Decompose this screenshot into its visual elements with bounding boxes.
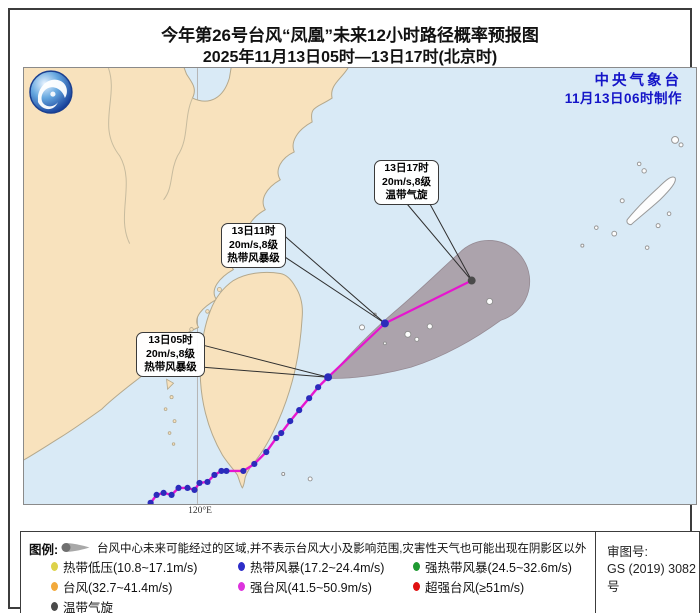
severe-tropical-storm-dot-icon [413,562,420,571]
legend-item-label: 超强台风(≥51m/s) [425,581,525,595]
cma-logo-icon [29,70,73,114]
legend-cone-note: 台风中心未来可能经过的区域,并不表示台风大小及影响范围,灾害性天气也可能出现在阴… [97,543,587,555]
page-subtitle: 2025年11月13日05时—13日17时(北京时) [202,49,498,66]
callout-13d17h: 13日17时 20m/s,8级 温带气旋 [374,160,439,205]
legend-item-super-typhoon: 超强台风(≥51m/s) [413,577,524,596]
historical-track [147,373,333,504]
callout-time: 13日17时 [384,162,429,175]
province-boundary [163,97,193,201]
legend-item-label: 强台风(41.5~50.9m/s) [250,581,372,595]
callout-wind: 20m/s,8级 [145,347,196,360]
callout-category: 温带气旋 [385,189,428,202]
outer-frame: 今年第26号台风“凤凰”未来12小时路径概率预报图 2025年11月13日05时… [8,8,700,613]
typhoon-dot-icon [51,582,58,591]
taiwan-island [199,271,303,489]
typhoon-map [24,68,696,504]
legend-panel: 图例: 台风中心未来可能经过的区域,并不表示台风大小及影响范围,灾害性天气也可能… [20,531,700,613]
legend-label: 图例: [29,543,59,557]
legend-item-tropical-depression: 热带低压(10.8~17.1m/s) [51,557,197,576]
legend-item-tropical-storm: 热带风暴(17.2~24.4m/s) [238,557,384,576]
map-review-number: GS (2019) 3082号 [607,562,696,594]
callout-category: 热带风暴级 [227,252,280,265]
extratropical-cyclone-dot-icon [51,602,58,611]
map-panel: 中央气象台 11月13日06时制作 13日05时 20m/s,8级 热带风暴级 … [23,67,697,505]
callout-13d11h: 13日11时 20m/s,8级 热带风暴级 [221,223,286,268]
legend-item-label: 强热带风暴(24.5~32.6m/s) [425,561,572,575]
legend-item-extratropical-cyclone: 温带气旋 [51,597,113,613]
legend-item-severe-tropical-storm: 强热带风暴(24.5~32.6m/s) [413,557,572,576]
legend-item-typhoon: 台风(32.7~41.4m/s) [51,577,172,596]
legend-item-severe-typhoon: 强台风(41.5~50.9m/s) [238,577,372,596]
legend-item-label: 热带风暴(17.2~24.4m/s) [250,561,385,575]
callout-13d05h: 13日05时 20m/s,8级 热带风暴级 [136,332,205,377]
callout-category: 热带风暴级 [144,361,197,374]
legend-item-label: 台风(32.7~41.4m/s) [63,581,173,595]
meridian-label: 120°E [188,506,212,516]
legend-item-label: 热带低压(10.8~17.1m/s) [63,561,198,575]
legend-divider [595,532,596,613]
callout-time: 13日05时 [148,334,193,347]
province-boundary [107,68,131,244]
tropical-depression-dot-icon [51,562,58,571]
forecast-cone [327,240,531,379]
callout-wind: 20m/s,8级 [381,175,432,188]
tropical-storm-dot-icon [238,562,245,571]
severe-typhoon-dot-icon [238,582,245,591]
callout-leader-lines [203,203,473,378]
cone-legend-icon [61,543,90,552]
callout-wind: 20m/s,8级 [228,238,279,251]
callout-time: 13日11时 [231,225,276,238]
forecast-track [327,276,476,379]
penghu-islands [163,378,177,446]
legend-item-label: 温带气旋 [63,601,114,613]
page-title: 今年第26号台风“凤凰”未来12小时路径概率预报图 [161,26,539,45]
ryukyu-islands [580,135,684,250]
agency-stamp: 中央气象台 11月13日06时制作 [565,73,682,107]
agency-name: 中央气象台 [594,73,682,89]
issue-time: 11月13日06时制作 [564,91,682,106]
yaeyama-islets [281,298,494,482]
map-review-label: 审图号: [607,545,648,559]
super-typhoon-dot-icon [413,582,420,591]
